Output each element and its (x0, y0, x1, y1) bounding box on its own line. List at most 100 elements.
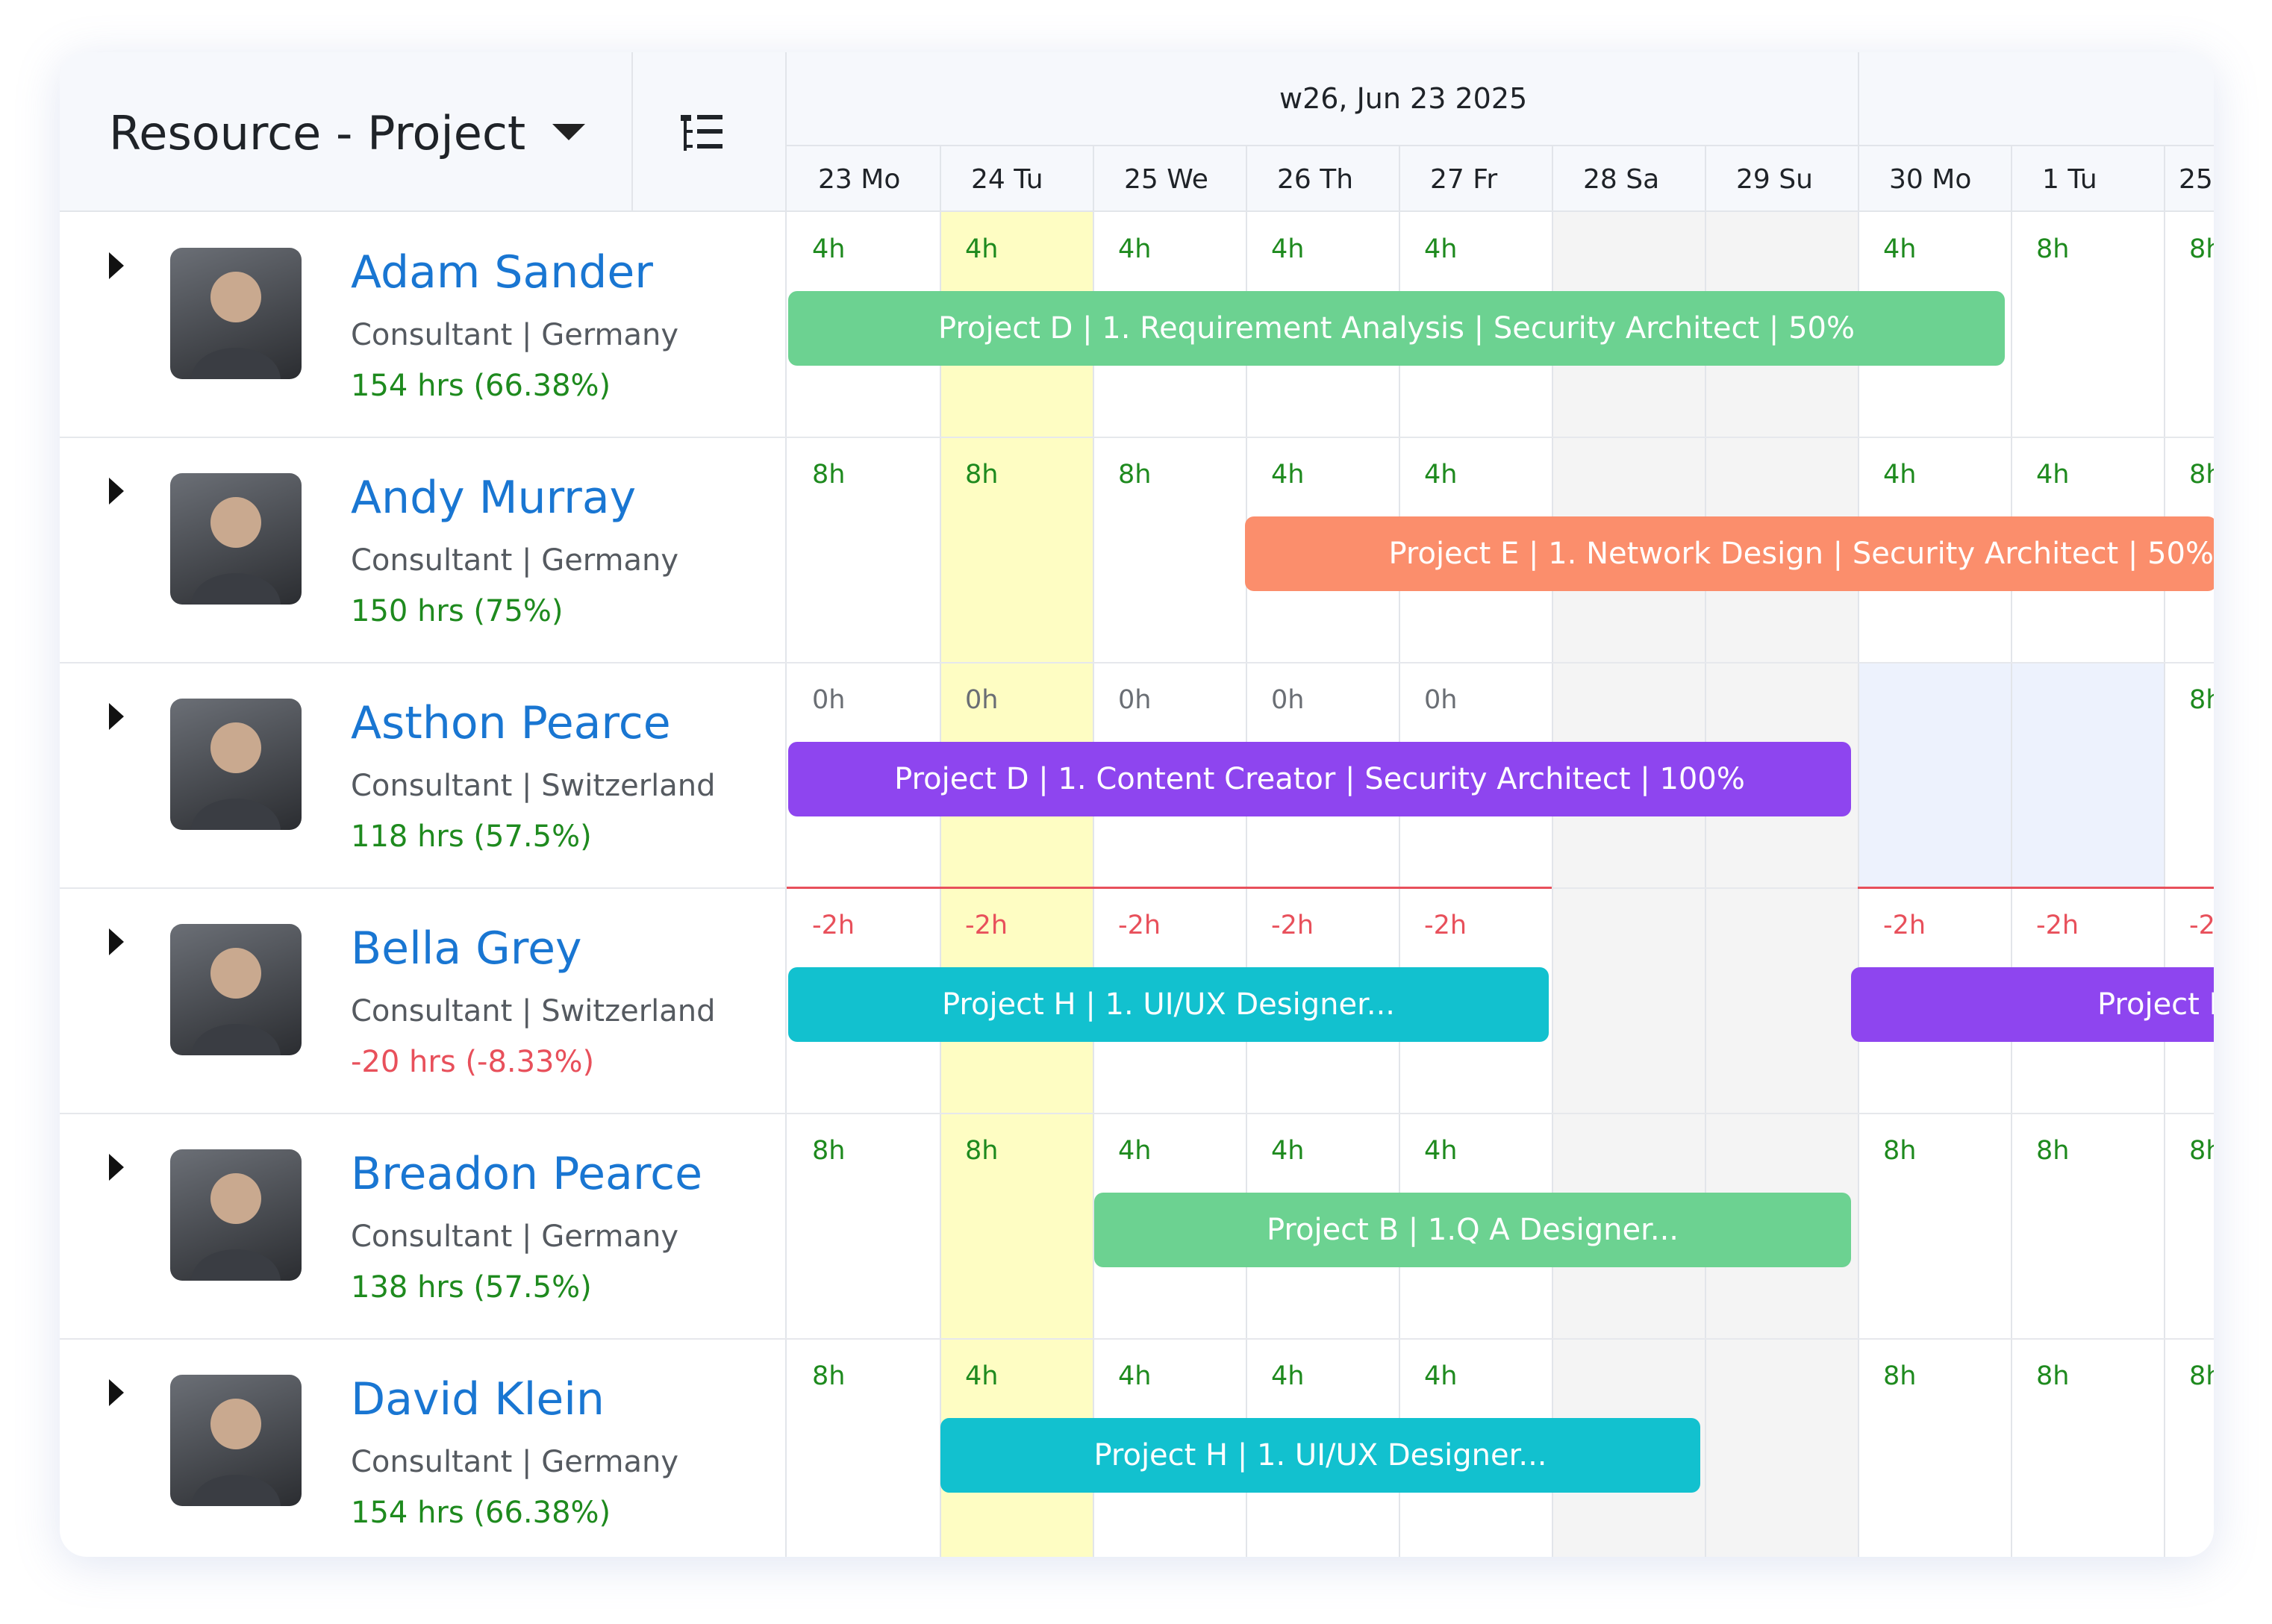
hours-cell: 8h (2189, 1361, 2214, 1391)
row-divider (60, 1113, 2214, 1114)
day-header: 24 Tu (971, 164, 1043, 195)
hours-cell: 0h (965, 685, 999, 715)
assignment-bar[interactable]: Project H | 1. UI/UX Designer... (788, 967, 1549, 1042)
hours-cell: 4h (1424, 234, 1458, 264)
resource-role-country: Consultant | Germany (351, 543, 679, 578)
avatar (170, 924, 302, 1055)
person-avatar-icon (191, 1173, 281, 1281)
hours-cell: -2h (2036, 911, 2079, 940)
view-title: Resource - Project (109, 106, 526, 160)
resource-name[interactable]: Breadon Pearce (351, 1148, 703, 1200)
hours-cell: 8h (812, 1136, 846, 1166)
hours-cell: 4h (965, 1361, 999, 1391)
hours-cell: 8h (965, 460, 999, 490)
person-avatar-icon (191, 497, 281, 605)
person-avatar-icon (191, 948, 281, 1055)
resource-role-country: Consultant | Germany (351, 1445, 679, 1479)
hours-cell: 4h (1118, 1361, 1152, 1391)
day-header: 1 Tu (2042, 164, 2097, 195)
resource-name[interactable]: Asthon Pearce (351, 697, 671, 749)
hours-cell: 4h (1271, 1136, 1305, 1166)
today-column (940, 212, 1093, 1557)
assignment-bar[interactable]: Project E (1851, 967, 2214, 1042)
column-divider (1093, 145, 1094, 1557)
chevron-down-icon[interactable] (552, 124, 585, 140)
hours-cell: 4h (1271, 1361, 1305, 1391)
row-divider (60, 1338, 2214, 1340)
hours-cell: 8h (2189, 460, 2214, 490)
expand-icon[interactable] (109, 1154, 124, 1181)
hours-cell: -2h (812, 911, 855, 940)
week-divider (787, 145, 2214, 146)
hours-cell: 8h (2036, 1136, 2070, 1166)
hours-cell: 4h (1883, 460, 1917, 490)
week-label: w26, Jun 23 2025 (1279, 82, 1528, 115)
week-boundary (1858, 52, 1859, 145)
hours-cell: 4h (1271, 234, 1305, 264)
expand-icon[interactable] (109, 928, 124, 955)
assignment-bar[interactable]: Project E | 1. Network Design | Security… (1245, 516, 2214, 591)
column-divider (1246, 145, 1247, 1557)
resource-total-hours: 138 hrs (57.5%) (351, 1270, 592, 1305)
hours-cell: 8h (1118, 460, 1152, 490)
resource-name[interactable]: Bella Grey (351, 922, 582, 975)
person-avatar-icon (191, 272, 281, 379)
resource-name[interactable]: Adam Sander (351, 246, 653, 299)
resource-role-country: Consultant | Switzerland (351, 994, 716, 1028)
assignment-bar[interactable]: Project D | 1. Content Creator | Securit… (788, 742, 1851, 816)
hours-cell: 0h (1424, 685, 1458, 715)
day-header: 25 We (1124, 164, 1208, 195)
expand-icon[interactable] (109, 478, 124, 505)
hours-cell: 0h (1118, 685, 1152, 715)
resource-header: Resource - Project (60, 52, 787, 212)
weekend-column (1705, 212, 1858, 1557)
column-divider (1858, 145, 1859, 1557)
expand-icon[interactable] (109, 252, 124, 279)
list-view-icon[interactable] (679, 112, 724, 154)
assignment-bar[interactable]: Project H | 1. UI/UX Designer... (940, 1418, 1700, 1493)
timeline-header: w26, Jun 23 2025 (787, 52, 2214, 212)
split-divider (785, 52, 787, 1557)
hours-cell: 0h (812, 685, 846, 715)
hours-cell: 4h (1424, 1136, 1458, 1166)
hours-cell: 8h (1883, 1361, 1917, 1391)
column-divider (2164, 145, 2165, 1557)
row-divider (60, 662, 2214, 663)
assignment-bar[interactable]: Project B | 1.Q A Designer... (1094, 1193, 1851, 1267)
weekend-column (1552, 212, 1705, 1557)
hours-cell: 8h (2189, 685, 2214, 715)
hours-cell: 8h (2189, 1136, 2214, 1166)
hours-cell: 4h (1118, 1136, 1152, 1166)
resource-name[interactable]: David Klein (351, 1373, 605, 1425)
hours-cell: 4h (1883, 234, 1917, 264)
avatar (170, 248, 302, 379)
hours-cell: 4h (1118, 234, 1152, 264)
row-divider (60, 437, 2214, 438)
avatar (170, 1149, 302, 1281)
hours-cell: 8h (812, 460, 846, 490)
assignment-label: Project B | 1.Q A Designer... (1267, 1213, 1679, 1247)
avatar (170, 699, 302, 830)
hours-cell: 8h (1883, 1136, 1917, 1166)
header-divider (60, 210, 2214, 212)
overallocation-line (1858, 887, 2214, 889)
hours-cell: 4h (1271, 460, 1305, 490)
expand-icon[interactable] (109, 1379, 124, 1406)
resource-name[interactable]: Andy Murray (351, 472, 637, 524)
day-header: 26 Th (1277, 164, 1354, 195)
day-header: 30 Mo (1889, 164, 1972, 195)
day-header: 25 (2179, 164, 2213, 195)
assignment-label: Project D | 1. Content Creator | Securit… (894, 762, 1745, 796)
view-divider (631, 52, 633, 212)
hours-cell: -2h (1424, 911, 1467, 940)
day-header: 27 Fr (1430, 164, 1498, 195)
resource-role-country: Consultant | Switzerland (351, 769, 716, 803)
expand-icon[interactable] (109, 703, 124, 730)
assignment-bar[interactable]: Project D | 1. Requirement Analysis | Se… (788, 291, 2005, 366)
assignment-label: Project E (2097, 987, 2214, 1022)
assignment-label: Project H | 1. UI/UX Designer... (1093, 1438, 1547, 1472)
avatar (170, 1375, 302, 1506)
hours-cell: -2h (965, 911, 1008, 940)
column-divider (2011, 145, 2012, 1557)
hours-cell: 8h (2036, 234, 2070, 264)
